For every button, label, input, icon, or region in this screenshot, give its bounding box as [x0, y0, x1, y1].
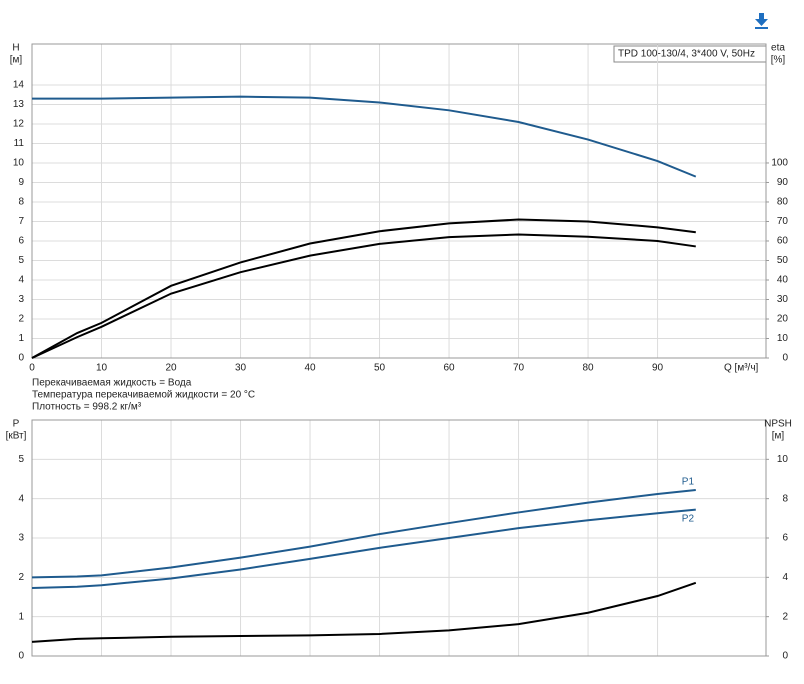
y-tick-label: 3 — [18, 294, 24, 305]
y-tick-label: 12 — [13, 119, 25, 130]
series-label: P1 — [682, 477, 695, 488]
x-tick-label: 70 — [513, 363, 525, 374]
x-tick-label: 90 — [652, 363, 664, 374]
y2-tick-label: 80 — [777, 197, 789, 208]
y-axis-unit: [кВт] — [6, 431, 27, 442]
y-tick-label: 5 — [18, 454, 24, 465]
note: Плотность = 998.2 кг/м³ — [32, 402, 142, 413]
y2-tick-label: 50 — [777, 255, 789, 266]
x-tick-label: 80 — [582, 363, 594, 374]
note: Температура перекачиваемой жидкости = 20… — [32, 390, 255, 401]
series-line — [31, 233, 696, 359]
series-line — [31, 489, 696, 579]
series-line — [32, 95, 697, 178]
y2-axis-label: eta — [771, 43, 785, 54]
y-axis-label: P — [13, 419, 20, 430]
y-tick-label: 0 — [18, 353, 24, 364]
x-tick-label: 40 — [304, 363, 316, 374]
y2-axis-unit: [%] — [771, 55, 786, 66]
y2-tick-label: 30 — [777, 294, 789, 305]
chart-title: TPD 100-130/4, 3*400 V, 50Hz — [618, 49, 755, 60]
y2-tick-label: 10 — [777, 454, 789, 465]
series-line — [31, 581, 697, 643]
y2-axis-unit: [м] — [772, 431, 785, 442]
y-tick-label: 7 — [18, 216, 24, 227]
y2-tick-label: 8 — [782, 493, 788, 504]
y2-tick-label: 90 — [777, 177, 789, 188]
y-tick-label: 2 — [18, 314, 24, 325]
y-tick-label: 11 — [14, 138, 25, 149]
y-tick-label: 6 — [18, 236, 24, 247]
y2-tick-label: 2 — [782, 611, 788, 622]
x-tick-label: 20 — [165, 363, 177, 374]
y2-tick-label: 10 — [777, 333, 789, 344]
series-line — [31, 218, 696, 359]
y2-axis-label: NPSH — [764, 419, 792, 430]
y-tick-label: 14 — [13, 80, 25, 91]
y2-tick-label: 20 — [777, 314, 789, 325]
y-tick-label: 1 — [18, 611, 24, 622]
y2-tick-label: 0 — [782, 651, 788, 662]
y-tick-label: 9 — [18, 177, 24, 188]
download-icon[interactable] — [755, 13, 768, 29]
note: Перекачиваемая жидкость = Вода — [32, 378, 192, 389]
x-tick-label: 30 — [235, 363, 247, 374]
y-tick-label: 4 — [18, 275, 24, 286]
y2-tick-label: 70 — [777, 216, 789, 227]
y-axis-label: H — [12, 43, 19, 54]
y2-tick-label: 6 — [782, 533, 788, 544]
y-axis-unit: [м] — [10, 55, 23, 66]
y-tick-label: 1 — [18, 333, 24, 344]
y-tick-label: 2 — [18, 572, 24, 583]
series-label: P2 — [682, 513, 695, 524]
x-tick-label: 10 — [96, 363, 108, 374]
x-tick-label: 60 — [443, 363, 455, 374]
y-tick-label: 13 — [13, 99, 25, 110]
series-line — [31, 508, 696, 589]
y-tick-label: 3 — [18, 533, 24, 544]
y-tick-label: 8 — [18, 197, 24, 208]
x-tick-label: 0 — [29, 363, 35, 374]
plot-frame — [31, 419, 767, 657]
plot-frame — [31, 43, 767, 359]
y-tick-label: 5 — [18, 255, 24, 266]
y2-tick-label: 40 — [777, 275, 789, 286]
x-tick-label: 50 — [374, 363, 386, 374]
y2-tick-label: 60 — [777, 236, 789, 247]
y2-tick-label: 4 — [782, 572, 788, 583]
x-axis-label: Q [м³/ч] — [724, 363, 759, 374]
y2-tick-label: 0 — [782, 353, 788, 364]
y2-tick-label: 100 — [771, 158, 788, 169]
y-tick-label: 0 — [18, 651, 24, 662]
y-tick-label: 10 — [13, 158, 25, 169]
y-tick-label: 4 — [18, 493, 24, 504]
